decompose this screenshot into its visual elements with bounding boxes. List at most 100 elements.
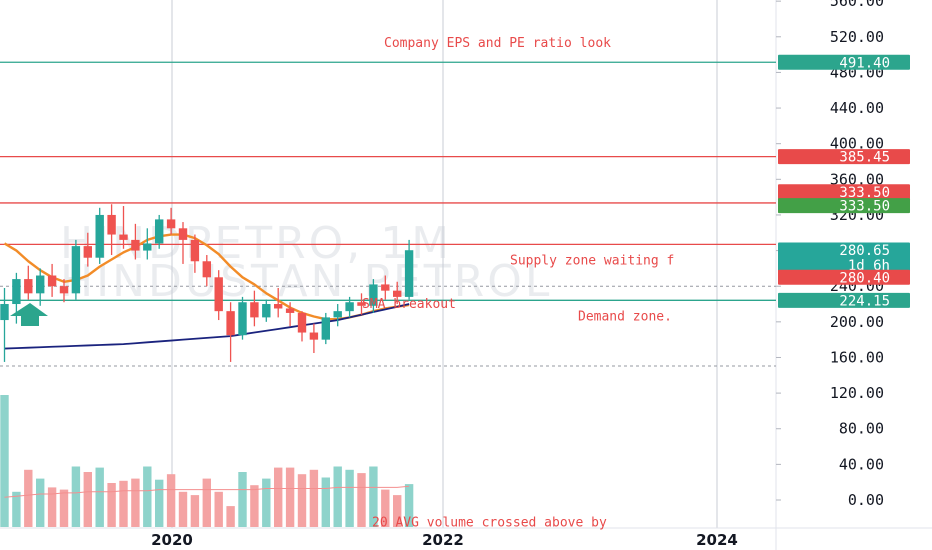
candle: [202, 255, 211, 287]
candle-body: [71, 246, 81, 294]
volume-bar: [166, 474, 176, 527]
candle-body: [333, 311, 342, 318]
candle-body: [381, 284, 390, 291]
tag-last-price-bg: [778, 242, 910, 273]
tag-385-bg: [778, 149, 910, 165]
candle: [381, 275, 390, 300]
tag-last-price-text: 280.65: [839, 243, 890, 259]
candle: [0, 287, 9, 362]
candle: [12, 272, 21, 324]
volume-bar: [357, 473, 366, 527]
volume-bar: [214, 491, 223, 527]
tag-prev-bg: [778, 269, 910, 285]
candle-body: [250, 302, 259, 318]
tag-491: 491.40: [778, 54, 910, 71]
candle: [357, 293, 366, 315]
candle: [36, 268, 45, 306]
volume-bar: [131, 478, 140, 527]
annotation-0[interactable]: Company EPS and PE ratio look: [384, 36, 611, 51]
candle: [83, 232, 92, 267]
candle-body: [285, 308, 295, 313]
volume-bar: [178, 491, 188, 527]
candle-body: [155, 219, 164, 244]
candle-body: [47, 275, 57, 287]
ytick-label-4: 400.00: [830, 135, 884, 153]
candle: [178, 222, 188, 264]
volume-bar: [0, 395, 9, 527]
candle: [107, 204, 116, 256]
candle-body: [24, 279, 33, 294]
tag-491-bg: [778, 54, 910, 70]
candle-body: [297, 312, 307, 333]
volume-bar: [309, 469, 319, 527]
tag-333-red-text: 333.50: [839, 185, 890, 201]
candle: [404, 239, 414, 300]
annotation-1[interactable]: Supply zone waiting f: [510, 253, 674, 268]
ytick-label-11: 120.00: [830, 384, 884, 402]
tag-333-red-bg: [778, 184, 910, 200]
candle-body: [119, 234, 128, 240]
annotation-2[interactable]: SMA breakout: [362, 297, 456, 312]
arrow-shape: [10, 303, 48, 326]
candle: [345, 296, 354, 318]
volume-bar: [274, 467, 283, 527]
candle-body: [131, 239, 140, 251]
sma-slow-line: [4, 303, 410, 350]
tag-333-red: 333.50: [778, 184, 910, 201]
time-axis[interactable]: 2020 2022 2024: [151, 531, 738, 549]
volume-bar: [155, 479, 164, 527]
candle-body: [166, 219, 176, 229]
candle: [309, 323, 319, 354]
annotation-3[interactable]: Demand zone.: [578, 310, 672, 325]
candle: [393, 281, 402, 305]
candle: [369, 279, 378, 313]
candle: [71, 239, 81, 300]
candle-body: [36, 275, 45, 294]
tag-333-green-bg: [778, 198, 910, 214]
candle-body: [143, 243, 152, 251]
annotations[interactable]: Company EPS and PE ratio look Supply zone…: [362, 36, 674, 530]
candle-body: [59, 286, 69, 294]
volume-bar: [36, 478, 45, 527]
watermark-line1: HINDPETRO, 1M: [60, 218, 452, 269]
candle-body: [83, 246, 92, 258]
tag-prev: 280.40: [778, 269, 910, 286]
volume-bar: [238, 472, 247, 527]
candles: [0, 204, 414, 362]
candle-body: [345, 302, 354, 312]
volume-bar: [47, 487, 57, 527]
tag-224-bg: [778, 292, 910, 308]
volume-bar: [83, 472, 92, 527]
candle: [333, 304, 342, 327]
volume-bar: [321, 477, 330, 527]
candle-body: [178, 228, 188, 240]
arrow-up-icon: [10, 303, 48, 326]
xtick-label-1: 2022: [422, 531, 464, 549]
tag-385-text: 385.45: [839, 150, 890, 166]
tag-333-green-text: 333.50: [839, 199, 890, 215]
watermark-line2: HINDUSTAN PETROL: [60, 256, 552, 307]
volume-bar: [381, 489, 390, 527]
ytick-label-12: 80.00: [839, 420, 884, 438]
candle-body: [262, 304, 271, 318]
candle-body: [309, 332, 319, 340]
volume-bars: [0, 395, 414, 527]
ytick-label-5: 360.00: [830, 170, 884, 188]
candle: [321, 312, 330, 345]
candle-body: [357, 302, 366, 306]
xtick-label-2: 2024: [696, 531, 738, 549]
candle-body: [95, 214, 104, 258]
horizontal-levels[interactable]: [0, 61, 776, 301]
tag-224: 224.15: [778, 292, 910, 309]
candle: [226, 302, 235, 362]
ytick-label-9: 200.00: [830, 313, 884, 331]
volume-bar: [143, 466, 152, 527]
candle-body: [369, 284, 378, 306]
candle: [155, 214, 164, 249]
volume-bar: [297, 474, 307, 527]
watermark: HINDPETRO, 1M HINDUSTAN PETROL: [60, 218, 552, 307]
annotation-4[interactable]: 20 AVG volume crossed above by: [372, 515, 607, 530]
tag-prev-text: 280.40: [839, 270, 890, 286]
